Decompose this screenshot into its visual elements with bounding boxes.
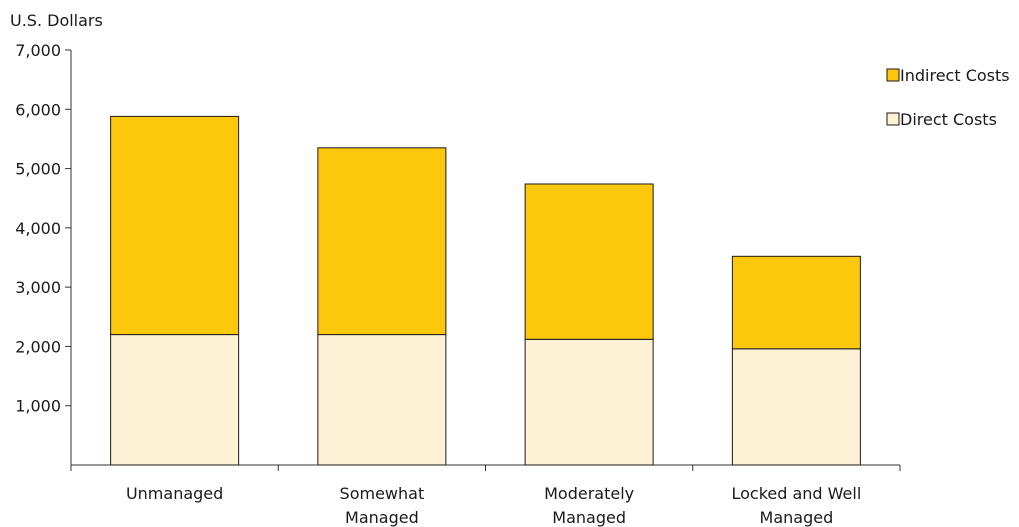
bar-indirect-costs xyxy=(110,115,240,336)
x-category-label: Locked and Well xyxy=(731,484,861,503)
x-category-label: Managed xyxy=(760,508,834,527)
legend-label: Direct Costs xyxy=(900,110,997,129)
bar-indirect-costs xyxy=(524,183,654,340)
legend: Indirect Costs Direct Costs xyxy=(886,66,1010,129)
legend-label: Indirect Costs xyxy=(900,66,1010,85)
bar-direct-costs xyxy=(524,338,654,466)
x-category-label: Managed xyxy=(552,508,626,527)
legend-swatch xyxy=(886,68,900,82)
y-tick-label: 2,000 xyxy=(15,337,61,356)
y-tick-label: 5,000 xyxy=(15,160,61,179)
x-category-label: Moderately xyxy=(544,484,634,503)
y-tick-label: 4,000 xyxy=(15,219,61,238)
legend-swatch xyxy=(886,112,900,126)
y-axis-title: U.S. Dollars xyxy=(10,11,103,30)
bar-direct-costs xyxy=(731,348,861,466)
y-tick-label: 1,000 xyxy=(15,397,61,416)
x-category-label: Managed xyxy=(345,508,419,527)
x-axis: Unmanaged Somewhat Managed Moderately Manage… xyxy=(70,464,901,527)
x-category-label: Somewhat xyxy=(340,484,425,503)
y-tick-label: 3,000 xyxy=(15,278,61,297)
bars xyxy=(110,115,861,466)
x-category-label: Unmanaged xyxy=(126,484,223,503)
bar-indirect-costs xyxy=(731,255,861,350)
bar-indirect-costs xyxy=(317,147,447,336)
y-tick-label: 7,000 xyxy=(15,41,61,60)
y-axis: 1,000 2,000 3,000 4,000 5,000 6,000 7,000 xyxy=(15,41,72,465)
bar-direct-costs xyxy=(110,334,240,466)
bar-direct-costs xyxy=(317,334,447,466)
y-tick-label: 6,000 xyxy=(15,100,61,119)
